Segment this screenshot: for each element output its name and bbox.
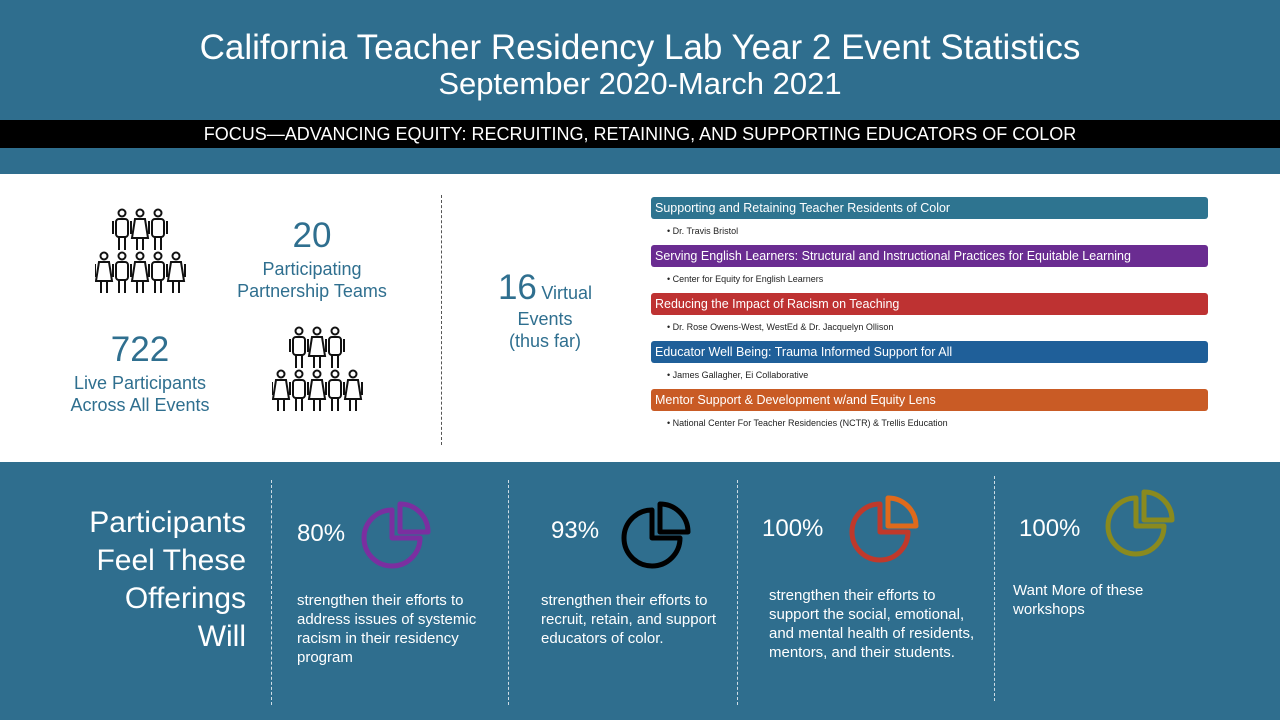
- event-title-bar: Serving English Learners: Structural and…: [651, 245, 1208, 267]
- people-group-icon: [94, 208, 187, 301]
- participants-value: 722: [110, 330, 170, 369]
- heading-line: Feel These: [96, 544, 246, 577]
- participants-stat: 722 Live Participants Across All Events: [50, 330, 230, 416]
- heading-line: Participants: [89, 506, 246, 539]
- pie-chart-icon: [361, 501, 431, 569]
- event-presenter: • Dr. Rose Owens-West, WestEd & Dr. Jacq…: [667, 322, 894, 332]
- page-title: California Teacher Residency Lab Year 2 …: [199, 28, 1081, 67]
- feedback-text: Want More of these workshops: [1013, 582, 1144, 618]
- teams-stat: 20 Participating Partnership Teams: [232, 216, 392, 302]
- feedback-text: strengthen their efforts to recruit, ret…: [541, 592, 717, 647]
- event-presenter: • James Gallagher, Ei Collaborative: [667, 370, 809, 380]
- divider: [441, 195, 442, 445]
- focus-banner: FOCUS—ADVANCING EQUITY: RECRUITING, RETA…: [0, 120, 1280, 148]
- event-title-bar: Reducing the Impact of Racism on Teachin…: [651, 293, 1208, 315]
- event-title-bar: Supporting and Retaining Teacher Residen…: [651, 197, 1208, 219]
- events-stat: 16 Virtual Events (thus far): [470, 268, 620, 352]
- divider: [271, 480, 272, 705]
- event-presenter: • Center for Equity for English Learners: [667, 274, 824, 284]
- teams-label: Partnership Teams: [237, 281, 387, 301]
- events-label: Events: [517, 309, 573, 329]
- teams-value: 20: [292, 216, 332, 255]
- heading-line: Offerings: [124, 582, 246, 615]
- feedback-percent: 80%: [297, 520, 346, 547]
- heading-line: Will: [197, 620, 246, 653]
- events-label: (thus far): [508, 331, 582, 351]
- pie-chart-icon: [1105, 489, 1175, 557]
- feedback-percent: 100%: [762, 515, 824, 542]
- divider: [737, 480, 738, 705]
- event-presenter: • National Center For Teacher Residencie…: [667, 418, 948, 428]
- event-presenter: • Dr. Travis Bristol: [667, 226, 739, 236]
- page-subtitle: September 2020-March 2021: [438, 66, 842, 101]
- people-group-icon: [271, 326, 364, 419]
- pie-chart-icon: [621, 501, 691, 569]
- divider: [994, 476, 995, 701]
- event-title-bar: Mentor Support & Development w/and Equit…: [651, 389, 1208, 411]
- feedback-heading: Participants Feel These Offerings Will: [89, 504, 246, 656]
- divider: [508, 480, 509, 705]
- stats-panel: [0, 174, 1280, 462]
- event-title-bar: Educator Well Being: Trauma Informed Sup…: [651, 341, 1208, 363]
- pie-chart-icon: [849, 495, 919, 563]
- events-label: Virtual: [541, 283, 593, 303]
- feedback-percent: 93%: [551, 517, 600, 544]
- participants-label: Live Participants: [73, 373, 207, 393]
- feedback-text: strengthen their efforts to address issu…: [297, 592, 477, 666]
- feedback-percent: 100%: [1019, 515, 1081, 542]
- events-value: 16: [497, 268, 537, 307]
- feedback-text: strengthen their efforts to support the …: [769, 587, 975, 661]
- participants-label: Across All Events: [70, 395, 210, 415]
- teams-label: Participating: [262, 259, 362, 279]
